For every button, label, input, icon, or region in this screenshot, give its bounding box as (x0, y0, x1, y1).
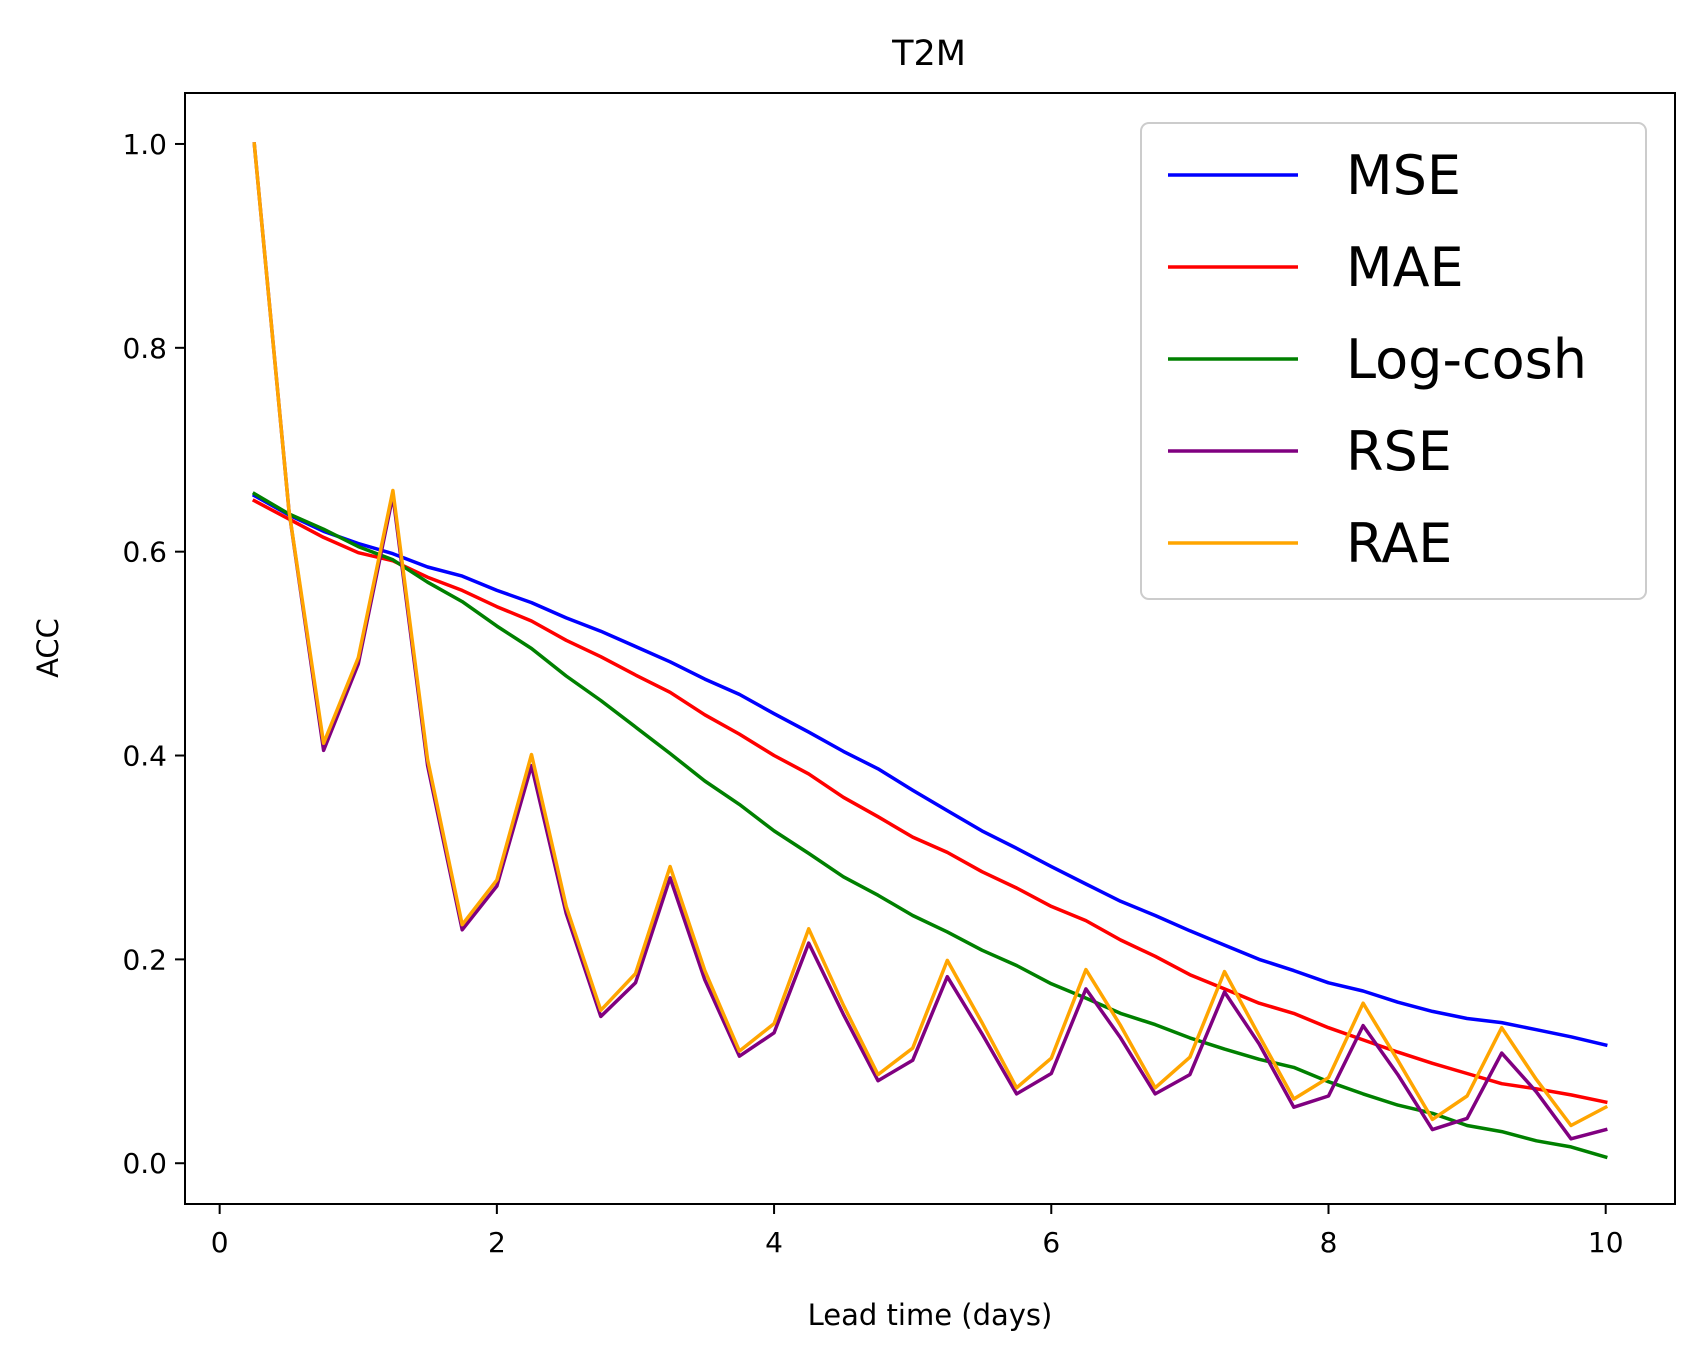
x-tick-label: 10 (1588, 1226, 1624, 1259)
x-axis-label: Lead time (days) (808, 1298, 1053, 1332)
legend-label-mse: MSE (1346, 144, 1461, 207)
y-tick-label: 1.0 (122, 128, 167, 161)
legend-label-rae: RAE (1346, 512, 1452, 575)
x-tick-label: 6 (1042, 1226, 1060, 1259)
legend: MSE MAE Log-cosh RSE RAE (1140, 122, 1647, 600)
series-layer (251, 142, 1609, 1160)
legend-label-mae: MAE (1346, 236, 1464, 299)
legend-label-rse: RSE (1346, 420, 1452, 483)
legend-box (1140, 122, 1647, 600)
y-tick-label: 0.6 (122, 536, 167, 569)
y-axis-label: ACC (31, 618, 65, 678)
series-line-rae (252, 142, 1609, 1128)
x-tick-label: 0 (211, 1226, 229, 1259)
x-tick-label: 4 (765, 1226, 783, 1259)
y-tick-label: 0.2 (122, 943, 167, 976)
series-line-mse (251, 493, 1608, 1048)
x-tick-label: 8 (1320, 1226, 1338, 1259)
y-tick-label: 0.4 (122, 740, 167, 773)
chart-title: T2M (891, 34, 966, 74)
y-tick-label: 0.0 (122, 1147, 167, 1180)
series-line-log-cosh (251, 491, 1608, 1160)
series-line-mae (251, 498, 1608, 1105)
y-tick-label: 0.8 (122, 332, 167, 365)
series-line-rse (252, 142, 1608, 1141)
y-axis-ticks: 0.0 0.2 0.4 0.6 0.8 1.0 (122, 128, 185, 1180)
plot-frame (184, 92, 1676, 1205)
x-tick-label: 2 (488, 1226, 506, 1259)
legend-label-log-cosh: Log-cosh (1346, 328, 1587, 391)
x-axis-ticks: 0 2 4 6 8 10 (211, 1204, 1624, 1259)
